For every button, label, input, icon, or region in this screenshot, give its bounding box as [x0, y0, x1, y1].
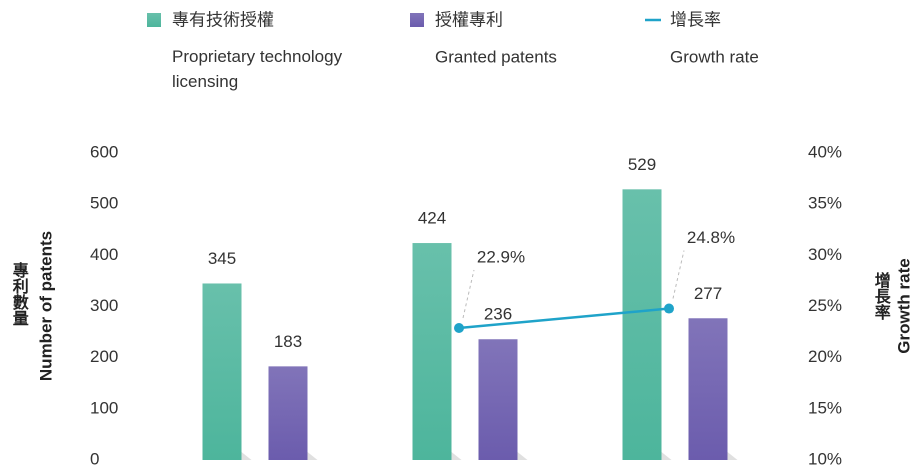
value-label: 183 [274, 332, 302, 351]
bar [688, 318, 728, 460]
y-tick-label: 200 [90, 347, 118, 366]
bar [478, 339, 518, 460]
y2-tick-label: 25% [808, 296, 842, 315]
bar-shadow [451, 452, 462, 460]
legend-label: 增長率 [670, 10, 721, 29]
y2-tick-label: 15% [808, 398, 842, 417]
bar [268, 366, 308, 460]
growth-label: 22.9% [477, 247, 525, 266]
growth-point [664, 303, 674, 314]
legend-line: Proprietary technology [172, 47, 343, 66]
value-label: 236 [484, 305, 512, 324]
growth-line [458, 307, 670, 330]
legend-label-en: Granted patents [435, 47, 557, 66]
y-tick-label: 0 [90, 449, 99, 468]
legend-swatch [410, 13, 424, 27]
value-label: 529 [628, 155, 656, 174]
value-label: 345 [208, 249, 236, 268]
growth-point [454, 322, 464, 333]
y-axis-title-zh: 專利數量 [10, 261, 29, 326]
y2-axis-title-zh: 增長率 [872, 271, 891, 321]
y-tick-label: 300 [90, 296, 118, 315]
bar-shadow [241, 452, 252, 460]
bar-shadow [661, 452, 672, 460]
y2-tick-label: 30% [808, 245, 842, 264]
value-label: 277 [694, 284, 722, 303]
y-axis-title: Number of patents [36, 231, 55, 381]
growth-label: 24.8% [687, 228, 735, 247]
legend-label: 授權專利 [435, 10, 503, 29]
bar-shadow [517, 452, 528, 460]
y2-tick-label: 35% [808, 194, 842, 213]
legend-label: 專有技術授權 [172, 10, 274, 29]
y-tick-label: 500 [90, 194, 118, 213]
legend-label-en: Growth rate [670, 47, 759, 66]
value-label: 424 [418, 209, 446, 228]
bar-shadow [307, 452, 318, 460]
y2-tick-label: 20% [808, 347, 842, 366]
bar [622, 189, 662, 460]
y-tick-label: 400 [90, 245, 118, 264]
bar-shadow [727, 452, 738, 460]
y2-tick-label: 10% [808, 449, 842, 468]
y2-tick-label: 40% [808, 142, 842, 161]
leader-line [462, 269, 475, 319]
y-tick-label: 600 [90, 142, 118, 161]
y-tick-label: 100 [90, 398, 118, 417]
y2-axis-title: Growth rate [894, 258, 913, 353]
legend-line: licensing [172, 72, 238, 91]
bar [412, 243, 452, 460]
leader-line [672, 250, 685, 299]
bar [202, 283, 242, 460]
legend-swatch [147, 13, 161, 27]
legend-label-en: Proprietary technology licensing [172, 47, 343, 91]
